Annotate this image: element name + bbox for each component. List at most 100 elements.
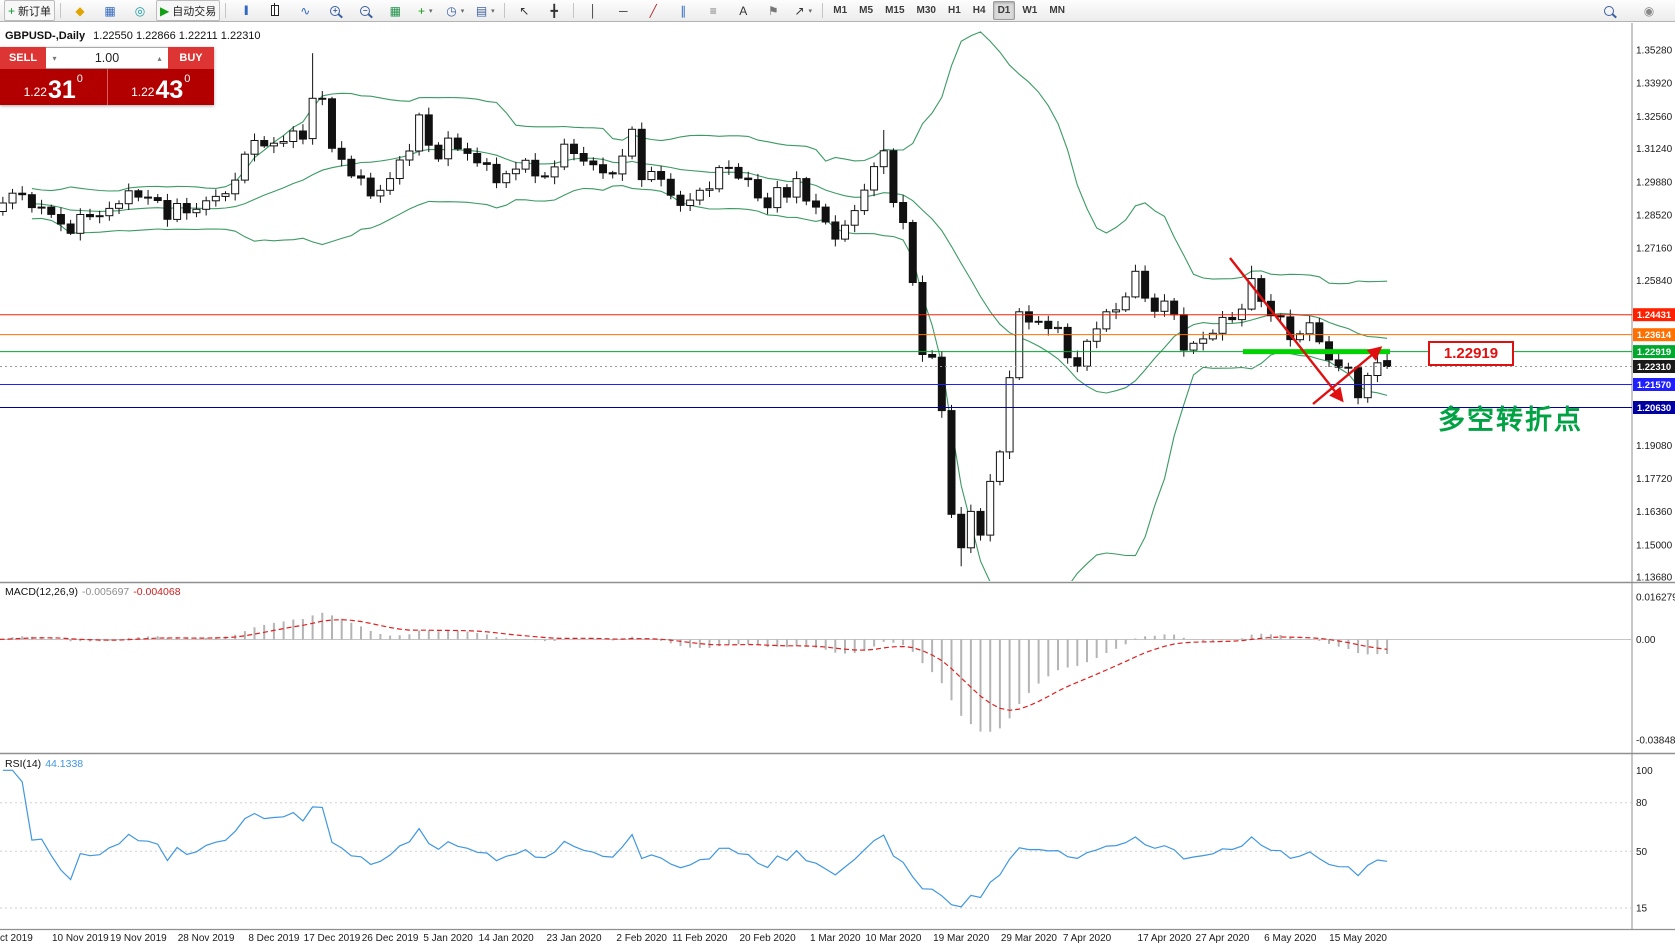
text-button[interactable]: A <box>729 0 757 21</box>
svg-text:0.00: 0.00 <box>1636 635 1656 646</box>
timeframe-m1-button[interactable]: M1 <box>833 5 848 16</box>
volume-decrease-button[interactable]: ▾ <box>52 53 57 63</box>
timeframe-m30-button[interactable]: M30 <box>916 5 936 16</box>
profiles-button[interactable]: ◆ <box>66 0 94 21</box>
timeframe-h4-button[interactable]: H4 <box>972 5 986 16</box>
timeframe-mn-button[interactable]: MN <box>1049 5 1065 16</box>
volume-value[interactable]: 1.00 <box>94 51 120 65</box>
equidistant-channel-button[interactable]: ∥ <box>669 0 697 21</box>
timeframe-m15-button[interactable]: M15 <box>885 5 905 16</box>
rsi-indicator <box>0 769 1631 909</box>
horizontal-line-button[interactable]: ─ <box>609 0 637 21</box>
trend-arrows[interactable] <box>1229 257 1383 405</box>
zoom-in-button[interactable] <box>321 0 349 21</box>
cursor-button[interactable]: ↖ <box>510 0 538 21</box>
fibonacci-icon: ≡ <box>709 3 717 18</box>
horizontal-level-lines[interactable] <box>0 314 1632 408</box>
buy-price[interactable]: 1.22 43 0 <box>108 69 215 105</box>
svg-text:100: 100 <box>1636 766 1653 777</box>
label-button[interactable]: ⚑ <box>759 0 787 21</box>
up-arrow[interactable] <box>1312 346 1383 405</box>
timeframe-m5-button[interactable]: M5 <box>859 5 874 16</box>
chart-title: GBPUSD-,Daily 1.22550 1.22866 1.22211 1.… <box>5 30 261 42</box>
toolbar-separator <box>60 3 62 18</box>
trendline-button[interactable]: ╱ <box>639 0 667 21</box>
svg-text:14 Jan 2020: 14 Jan 2020 <box>479 933 534 944</box>
macd-signal-value: -0.004068 <box>133 586 181 598</box>
bollinger-bands <box>31 31 1388 581</box>
price-level-tag[interactable]: 1.22919 <box>1428 341 1514 366</box>
vertical-line-icon: │ <box>589 3 598 18</box>
svg-text:80: 80 <box>1636 798 1648 809</box>
svg-text:Oct 2019: Oct 2019 <box>0 933 33 944</box>
algo-trading-button[interactable]: ▶ 自动交易 <box>156 0 221 21</box>
svg-text:1.29880: 1.29880 <box>1636 177 1673 188</box>
search-icon[interactable] <box>1595 0 1623 21</box>
chart-candles-button[interactable] <box>261 0 289 21</box>
indicators-button[interactable]: + ▾ <box>411 0 439 21</box>
shapes-button[interactable]: ↗ ▾ <box>789 0 817 21</box>
chart-snapshot-button[interactable]: ▤ ▾ <box>471 0 499 21</box>
new-order-button-label: 新订单 <box>18 5 52 18</box>
sell-price-pips: 31 <box>47 76 76 104</box>
toolbar-items: +新订单◆▦◎▶自动交易|||∿▦+▾◷▾▤▾↖╋│─╱∥≡A⚑↗▾ <box>3 0 827 21</box>
symbol-period-label: GBPUSD-,Daily <box>5 30 86 42</box>
svg-text:1.22919: 1.22919 <box>1637 347 1671 358</box>
buy-button[interactable]: BUY <box>168 47 214 69</box>
one-click-trading-panel: SELL ▾ 1.00 ▴ BUY 1.22 31 0 1.22 43 0 <box>0 47 214 105</box>
fibonacci-button[interactable]: ≡ <box>699 0 727 21</box>
svg-text:15 May 2020: 15 May 2020 <box>1329 933 1387 944</box>
svg-text:19 Nov 2019: 19 Nov 2019 <box>110 933 167 944</box>
toolbar-separator <box>822 3 824 18</box>
down-arrow[interactable] <box>1229 257 1344 403</box>
sell-price[interactable]: 1.22 31 0 <box>0 69 107 105</box>
macd-header: MACD(12,26,9) -0.005697 -0.004068 <box>5 586 181 598</box>
svg-text:1.13680: 1.13680 <box>1636 573 1673 584</box>
svg-text:1.32560: 1.32560 <box>1636 112 1673 123</box>
sell-button[interactable]: SELL <box>0 47 46 69</box>
volume-increase-button[interactable]: ▴ <box>157 53 162 63</box>
label-icon: ⚑ <box>767 3 779 18</box>
svg-text:20 Feb 2020: 20 Feb 2020 <box>740 933 797 944</box>
price-axis: 1.35280 1.33920 1.32560 1.31240 1.29880 1.285… <box>1633 46 1675 915</box>
data-window-button[interactable]: ▦ <box>96 0 124 21</box>
chart-bars-button[interactable]: ||| <box>231 0 259 21</box>
volume-input[interactable]: ▾ 1.00 ▴ <box>46 47 168 69</box>
algo-trading-icon: ▶ <box>160 3 170 18</box>
periods-button[interactable]: ◷ ▾ <box>441 0 469 21</box>
new-order-button[interactable]: + 新订单 <box>4 0 56 21</box>
svg-text:27 Apr 2020: 27 Apr 2020 <box>1196 933 1250 944</box>
svg-text:-0.038485: -0.038485 <box>1636 736 1675 747</box>
svg-text:1.22310: 1.22310 <box>1637 362 1671 373</box>
svg-text:1.24431: 1.24431 <box>1637 310 1672 321</box>
macd-name: MACD(12,26,9) <box>5 586 78 598</box>
tile-windows-button[interactable]: ▦ <box>381 0 409 21</box>
svg-text:1.20630: 1.20630 <box>1637 403 1671 414</box>
zoom-out-button[interactable] <box>351 0 379 21</box>
timeframe-h1-button[interactable]: H1 <box>947 5 961 16</box>
shapes-icon: ↗ <box>794 3 805 18</box>
macd-main-value: -0.005697 <box>81 586 130 598</box>
crosshair-button[interactable]: ╋ <box>540 0 568 21</box>
equidistant-channel-icon: ∥ <box>680 3 687 18</box>
svg-text:28 Nov 2019: 28 Nov 2019 <box>178 933 235 944</box>
chart-line-button[interactable]: ∿ <box>291 0 319 21</box>
cursor-icon: ↖ <box>519 3 530 18</box>
svg-text:29 Mar 2020: 29 Mar 2020 <box>1001 933 1058 944</box>
toolbar-separator <box>225 3 227 18</box>
virtual-hosting-button[interactable]: ◎ <box>126 0 154 21</box>
profiles-icon: ◆ <box>75 3 85 18</box>
svg-text:26 Dec 2019: 26 Dec 2019 <box>362 933 419 944</box>
svg-text:17 Apr 2020: 17 Apr 2020 <box>1138 933 1192 944</box>
sell-price-base: 1.22 <box>23 85 47 100</box>
svg-text:17 Dec 2019: 17 Dec 2019 <box>304 933 361 944</box>
chat-icon[interactable]: ◉ <box>1643 3 1655 18</box>
svg-text:1.16360: 1.16360 <box>1636 507 1673 518</box>
svg-text:1.31240: 1.31240 <box>1636 144 1673 155</box>
svg-text:19 Mar 2020: 19 Mar 2020 <box>933 933 990 944</box>
timeframe-d1-button[interactable]: D1 <box>992 1 1016 20</box>
timeframe-w1-button[interactable]: W1 <box>1022 5 1038 16</box>
reversal-annotation-text[interactable]: 多空转折点 <box>1438 405 1583 436</box>
vertical-line-button[interactable]: │ <box>579 0 607 21</box>
